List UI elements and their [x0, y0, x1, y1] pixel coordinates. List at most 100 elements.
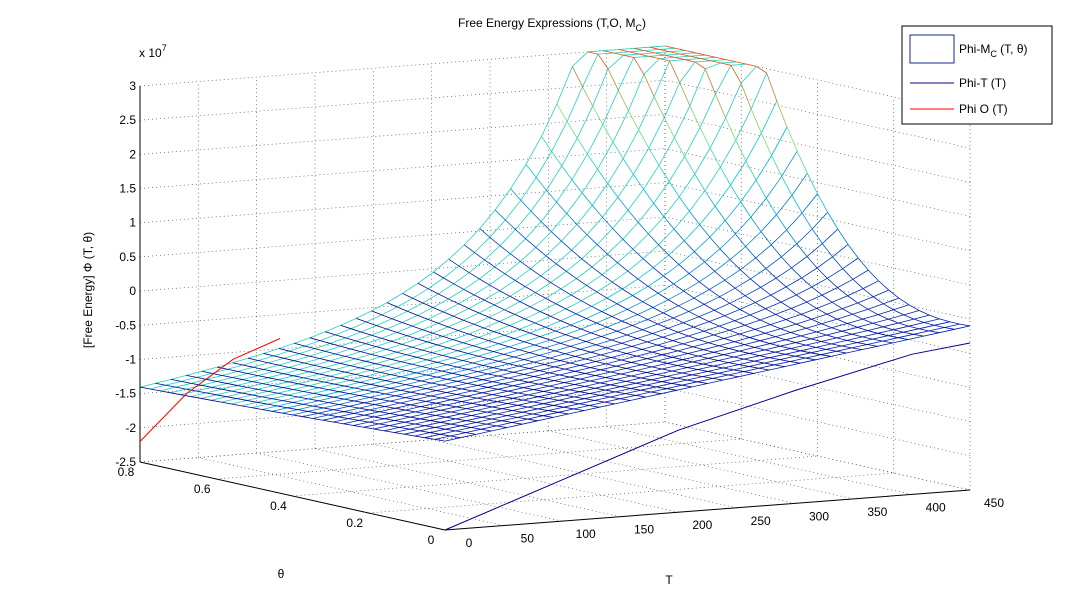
- surface-mesh-segment: [723, 354, 734, 358]
- surface-mesh-segment: [857, 326, 868, 331]
- surface-mesh-segment: [780, 301, 792, 309]
- surface-mesh-segment: [667, 362, 678, 366]
- surface-mesh-segment: [477, 384, 488, 388]
- surface-mesh-segment: [391, 340, 402, 345]
- surface-mesh-segment: [292, 402, 304, 405]
- surface-mesh-segment: [760, 287, 772, 296]
- surface-mesh-segment: [514, 314, 526, 320]
- surface-mesh-segment: [273, 355, 284, 359]
- surface-mesh-segment: [441, 397, 452, 401]
- surface-mesh-segment: [633, 174, 644, 190]
- surface-mesh-segment: [294, 342, 305, 347]
- surface-mesh-segment: [616, 330, 628, 336]
- surface-mesh-segment: [509, 325, 520, 330]
- surface-mesh-segment: [872, 296, 884, 305]
- back-wall-gridline-z: [139, 148, 666, 189]
- surface-mesh-segment: [263, 368, 274, 372]
- surface-mesh-segment: [353, 412, 365, 416]
- surface-mesh-segment: [622, 288, 633, 296]
- surface-mesh-segment: [487, 373, 499, 377]
- surface-mesh-segment: [780, 328, 791, 333]
- surface-mesh-segment: [601, 311, 613, 317]
- surface-mesh-segment: [446, 392, 457, 395]
- surface-mesh-segment: [450, 411, 462, 415]
- surface-mesh-segment: [350, 365, 361, 369]
- side-wall-gridline-z: [664, 79, 971, 149]
- surface-mesh-segment: [488, 316, 500, 322]
- surface-mesh-segment: [370, 353, 382, 358]
- surface-mesh-segment: [744, 344, 755, 348]
- surface-mesh-segment: [559, 360, 571, 364]
- z-tick-label: 1.5: [119, 182, 136, 196]
- surface-mesh-segment: [505, 219, 516, 230]
- surface-mesh-segment: [499, 245, 511, 255]
- surface-mesh-segment: [681, 384, 693, 388]
- surface-mesh-segment: [339, 391, 350, 395]
- surface-mesh-segment: [523, 374, 534, 377]
- surface-mesh-segment: [587, 153, 598, 170]
- surface-mesh-segment: [430, 408, 441, 411]
- surface-mesh-segment: [481, 416, 492, 420]
- surface-mesh-segment: [715, 56, 727, 60]
- surface-mesh-segment: [776, 214, 787, 231]
- surface-mesh-segment: [718, 345, 730, 349]
- surface-mesh-segment: [461, 401, 472, 404]
- surface-mesh-segment: [319, 358, 330, 362]
- surface-mesh-segment: [359, 395, 370, 398]
- surface-mesh-segment: [708, 342, 719, 347]
- surface-mesh-segment: [360, 367, 371, 371]
- surface-mesh-segment: [391, 358, 402, 363]
- surface-mesh-segment: [380, 385, 391, 389]
- surface-mesh-segment: [354, 373, 366, 377]
- surface-mesh-segment: [637, 222, 649, 235]
- surface-mesh-segment: [760, 231, 772, 246]
- surface-mesh-segment: [360, 351, 371, 355]
- surface-mesh-segment: [335, 334, 346, 339]
- surface-mesh-segment: [257, 388, 268, 392]
- surface-mesh-line-theta: [251, 100, 778, 409]
- surface-mesh-segment: [790, 348, 801, 352]
- surface-mesh-segment: [723, 338, 735, 343]
- surface-mesh-segment: [445, 428, 456, 432]
- surface-mesh-segment: [360, 331, 372, 336]
- surface-mesh-segment: [537, 408, 549, 411]
- surface-mesh-segment: [481, 404, 493, 408]
- surface-mesh-segment: [334, 353, 346, 357]
- surface-mesh-segment: [492, 381, 504, 385]
- surface-mesh-segment: [697, 369, 708, 372]
- floor-gridline-T: [489, 434, 796, 504]
- surface-mesh-segment: [592, 205, 603, 218]
- surface-mesh-segment: [473, 294, 485, 301]
- surface-mesh-segment: [400, 376, 412, 380]
- surface-mesh-segment: [165, 384, 176, 388]
- surface-mesh-segment: [314, 364, 325, 368]
- surface-mesh-segment: [673, 283, 685, 292]
- surface-mesh-segment: [898, 297, 910, 306]
- surface-mesh-segment: [508, 377, 519, 381]
- surface-mesh-segment: [196, 390, 207, 394]
- y-axis-label: θ: [278, 567, 285, 581]
- surface-mesh-segment: [350, 348, 361, 353]
- surface-mesh-segment: [559, 374, 570, 378]
- surface-mesh-segment: [287, 394, 299, 398]
- surface-mesh-segment: [786, 229, 798, 245]
- surface-mesh-segment: [719, 296, 730, 304]
- surface-mesh-segment: [524, 341, 535, 346]
- surface-mesh-segment: [396, 332, 408, 337]
- x-axis-label: T: [665, 573, 673, 587]
- surface-mesh-segment: [344, 398, 355, 402]
- surface-mesh-segment: [263, 353, 274, 357]
- surface-mesh-segment: [435, 427, 446, 430]
- surface-mesh-segment: [708, 357, 719, 361]
- surface-mesh-segment: [494, 266, 506, 275]
- surface-mesh-segment: [646, 384, 657, 388]
- surface-mesh-segment: [232, 377, 243, 380]
- surface-mesh-segment: [714, 309, 725, 317]
- surface-mesh-segment: [529, 306, 541, 312]
- surface-mesh-segment: [612, 281, 623, 290]
- surface-mesh-segment: [206, 379, 217, 382]
- surface-mesh-segment: [786, 126, 798, 152]
- surface-mesh-segment: [730, 65, 742, 84]
- surface-mesh-segment: [468, 272, 480, 280]
- surface-mesh-segment: [496, 425, 507, 428]
